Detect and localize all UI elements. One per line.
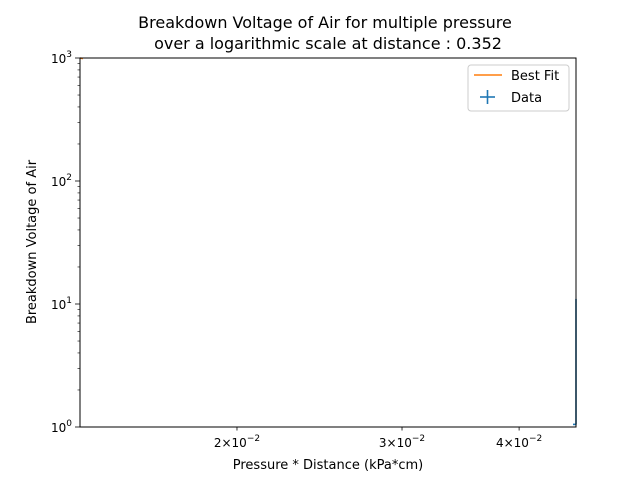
y-axis-label: Breakdown Voltage of Air [25, 159, 40, 324]
x-axis-label: Pressure * Distance (kPa*cm) [233, 458, 423, 473]
y-tick-label-1-exponent: 0 [66, 419, 72, 429]
y-tick-label-1-base: 10 [51, 421, 66, 435]
chart-title-line2: over a logarithmic scale at distance : 0… [154, 34, 502, 53]
x-tick-label-3-base: 4×10 [496, 436, 529, 450]
x-tick-label-1-base: 2×10 [214, 436, 247, 450]
y-tick-label-4: 103 [51, 50, 72, 66]
y-tick-label-4-base: 10 [51, 52, 66, 66]
plot-frame [79, 57, 577, 428]
y-tick-label-2: 101 [51, 296, 72, 312]
y-tick-label-1: 100 [51, 419, 72, 435]
y-tick-label-3-base: 10 [51, 175, 66, 189]
x-tick-label-1-exponent: −2 [247, 434, 260, 444]
x-tick-label-3: 4×10−2 [496, 434, 542, 450]
y-tick-label-3: 102 [51, 173, 72, 189]
legend-frame [467, 64, 570, 112]
plot-content [79, 57, 577, 426]
x-tick-label-3-exponent: −2 [529, 434, 542, 444]
legend: Best Fit Data [467, 64, 570, 112]
chart-title-line1: Breakdown Voltage of Air for multiple pr… [138, 13, 512, 32]
legend-data-swatch [480, 90, 495, 104]
y-tick-label-3-exponent: 2 [66, 173, 72, 183]
x-axis-ticks: 2×10−2 3×10−2 4×10−2 [214, 427, 542, 450]
legend-data-label: Data [511, 91, 542, 106]
y-tick-label-4-exponent: 3 [66, 50, 72, 60]
legend-best-fit-label: Best Fit [511, 69, 559, 84]
x-tick-label-2-exponent: −2 [412, 434, 425, 444]
y-tick-label-2-exponent: 1 [66, 296, 72, 306]
x-tick-label-2-base: 3×10 [379, 436, 412, 450]
x-tick-label-1: 2×10−2 [214, 434, 260, 450]
x-tick-label-2: 3×10−2 [379, 434, 425, 450]
y-tick-label-2-base: 10 [51, 298, 66, 312]
